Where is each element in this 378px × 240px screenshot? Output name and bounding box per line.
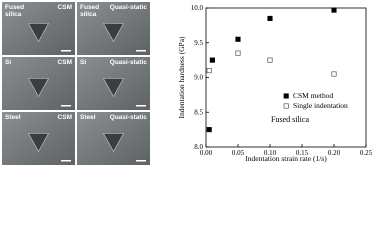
scale-bar <box>61 50 71 52</box>
material-label: Fused silica <box>5 4 24 18</box>
method-label: Quasi-static <box>110 114 148 121</box>
material-label: Steel <box>5 114 21 121</box>
y-tick-label: 8.0 <box>194 143 203 151</box>
x-tick-label: 0.05 <box>232 149 245 157</box>
material-label: Si <box>5 59 11 66</box>
x-tick-label: 0.10 <box>264 149 277 157</box>
scale-bar <box>136 105 146 107</box>
method-label: CSM <box>58 114 72 121</box>
data-point <box>331 7 337 13</box>
sem-panels: Fused silica CSM Fused silica Quasi-static Si C… <box>2 2 150 165</box>
legend-label: CSM method <box>293 91 333 100</box>
x-axis-title: Indentation strain rate (1/s) <box>245 154 327 163</box>
legend-marker <box>283 103 289 109</box>
x-tick-label: 0.15 <box>296 149 309 157</box>
data-point <box>235 50 241 56</box>
annotation: Fused silica <box>271 115 309 124</box>
scale-bar <box>61 160 71 162</box>
y-tick-label: 8.5 <box>194 108 203 116</box>
data-point <box>206 127 212 133</box>
indent <box>102 133 125 153</box>
data-point <box>209 57 215 63</box>
x-tick-label: 0.25 <box>360 149 373 157</box>
y-axis-title: Indentation hardness (GPa) <box>177 36 186 119</box>
material-label: Fused silica <box>80 4 99 18</box>
indent <box>27 78 50 98</box>
scale-bar <box>136 50 146 52</box>
y-tick-label: 10.0 <box>191 4 204 12</box>
scale-bar <box>136 160 146 162</box>
material-label: Steel <box>80 114 96 121</box>
indent <box>27 133 50 153</box>
method-label: Quasi-static <box>110 59 148 66</box>
indent <box>27 23 50 43</box>
figure: Fused silica CSM Fused silica Quasi-static Si C… <box>2 2 373 165</box>
data-point <box>235 36 241 42</box>
x-tick-label: 0.00 <box>200 149 213 157</box>
data-point <box>206 67 212 74</box>
indent <box>102 23 125 43</box>
data-point <box>331 71 337 77</box>
method-label: CSM <box>58 4 72 11</box>
plot-frame <box>205 7 367 148</box>
method-label: Quasi-static <box>110 4 148 11</box>
indent <box>102 78 125 98</box>
page: {"panels": [ {"material": "Fused\nsilica… <box>2 2 373 165</box>
x-tick-label: 0.20 <box>328 149 341 157</box>
material-label: Si <box>80 59 86 66</box>
data-point <box>267 57 273 63</box>
legend-marker <box>283 93 289 99</box>
scale-bar <box>61 105 71 107</box>
y-tick-label: 9.5 <box>194 38 203 46</box>
y-tick-label: 9.0 <box>194 73 203 81</box>
chart: 0.00 0.05 0.10 0.15 0.20 0.25 8.0 8.5 9.0 9.5 10.0… <box>177 4 373 163</box>
method-label: CSM <box>58 59 72 66</box>
legend-label: Single indentation <box>293 101 348 110</box>
data-point <box>267 15 273 21</box>
